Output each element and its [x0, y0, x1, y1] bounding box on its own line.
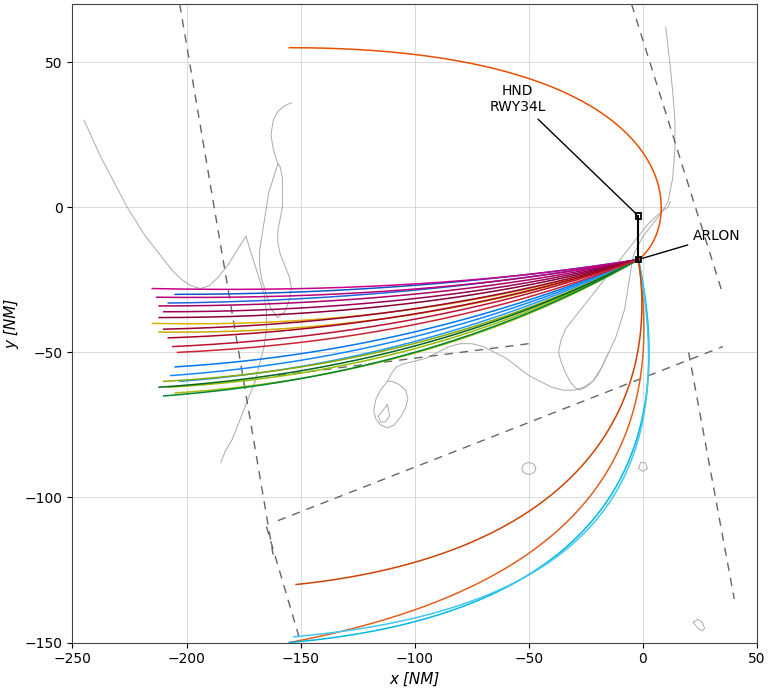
Text: HND
RWY34L: HND RWY34L — [489, 84, 637, 214]
Bar — [636, 213, 641, 219]
Bar — [636, 256, 641, 263]
Text: ARLON: ARLON — [641, 229, 741, 258]
Y-axis label: y [NM]: y [NM] — [4, 299, 19, 348]
X-axis label: x [NM]: x [NM] — [390, 672, 440, 687]
